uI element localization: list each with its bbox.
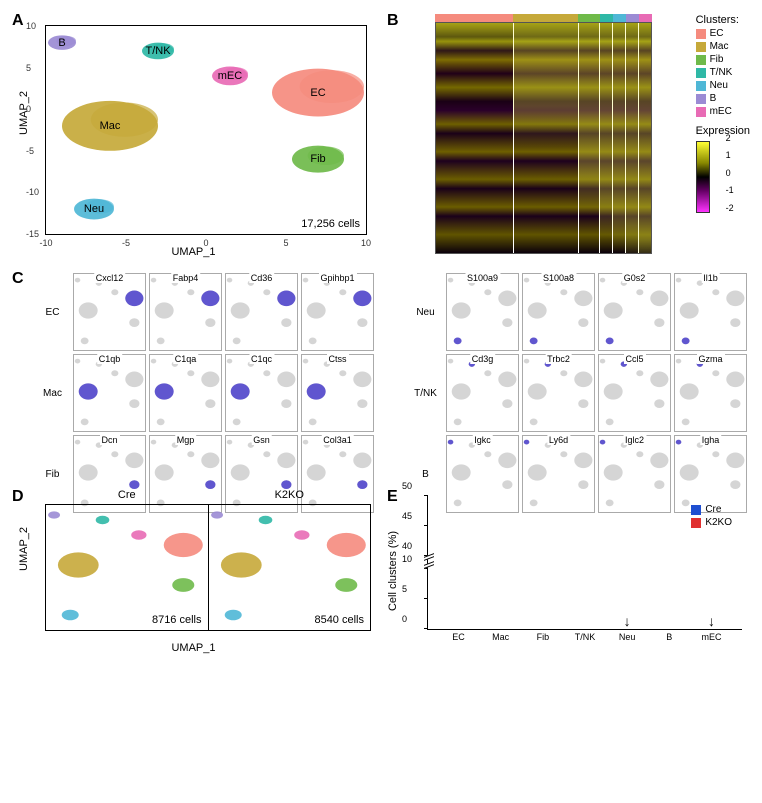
e-category-label: B xyxy=(666,632,672,642)
panel-e-legend: Cre K2KO xyxy=(691,504,732,530)
panel-b-heatmap: Cdh5Cav1KdrC1qaC1qbPf4DcnMgpCol1a2Cd3gTr… xyxy=(435,22,652,254)
legend-item-ec: EC xyxy=(696,28,750,39)
e-legend-item-cre: Cre xyxy=(691,504,732,515)
panel-b: B Cdh5Cav1KdrC1qaC1qbPf4DcnMgpCol1a2Cd3g… xyxy=(385,10,752,260)
panel-d-xlabel: UMAP_1 xyxy=(171,642,215,654)
cluster-label-ec: EC xyxy=(310,87,325,99)
mini-umap: Gpihbp1 xyxy=(301,273,374,351)
e-category-label: Fib xyxy=(537,632,550,642)
e-category-label: T/NK xyxy=(575,632,596,642)
panel-b-legend: Clusters: EC Mac Fib T/NK Neu BmEC Expression… xyxy=(696,14,750,215)
panel-a-xlabel: UMAP_1 xyxy=(171,246,215,258)
panel-d-ylabel: UMAP_2 xyxy=(18,527,30,571)
mini-umap: C1qa xyxy=(149,354,222,432)
legend-item-mac: Mac xyxy=(696,41,750,52)
legend-item-fib: Fib xyxy=(696,54,750,65)
arrow-icon: ↓ xyxy=(624,613,631,629)
panel-d-cellcount: 8540 cells xyxy=(314,614,364,626)
mini-umap: S100a9 xyxy=(446,273,519,351)
panel-d-box: Cre8716 cellsK2KO8540 cells xyxy=(45,504,371,631)
legend-item-b: B xyxy=(696,93,750,104)
cluster-label-t/nk: T/NK xyxy=(145,45,170,57)
panel-d-sub: K2KO8540 cells xyxy=(209,505,371,630)
expression-title: Expression xyxy=(696,125,750,137)
panel-d-label: D xyxy=(12,488,24,506)
legend-item-t/nk: T/NK xyxy=(696,67,750,78)
legend-item-neu: Neu xyxy=(696,80,750,91)
panel-e-ylabel: Cell clusters (%) xyxy=(387,531,399,611)
e-category-label: Neu xyxy=(619,632,636,642)
panel-e: E Cell clusters (%) 0510404550ECMacFibT/… xyxy=(385,486,752,656)
e-category-label: EC xyxy=(452,632,465,642)
mini-umap: Trbc2 xyxy=(522,354,595,432)
cluster-label-fib: Fib xyxy=(310,153,325,165)
mini-umap: Il1b xyxy=(674,273,747,351)
mini-umap: G0s2 xyxy=(598,273,671,351)
mini-umap: Fabp4 xyxy=(149,273,222,351)
arrow-icon: ↓ xyxy=(708,613,715,629)
cluster-label-b: B xyxy=(58,37,65,49)
panel-d-cellcount: 8716 cells xyxy=(152,614,202,626)
e-category-label: mEC xyxy=(701,632,721,642)
panel-a-cellcount: 17,256 cells xyxy=(301,218,360,230)
panel-d-title: Cre xyxy=(118,489,136,501)
panel-c: C ECCxcl12Fabp4Cd36Gpihbp1 NeuS100a9S100a… xyxy=(10,268,752,478)
c-row-label: EC xyxy=(35,273,70,351)
mini-umap: C1qc xyxy=(225,354,298,432)
cluster-label-mac: Mac xyxy=(100,120,121,132)
panel-d-title: K2KO xyxy=(275,489,304,501)
legend-title: Clusters: xyxy=(696,14,750,26)
expression-colorbar xyxy=(696,141,710,213)
panel-e-label: E xyxy=(387,488,398,506)
e-category-label: Mac xyxy=(492,632,509,642)
panel-a-umap: 17,256 cells BT/NKmECECMacFibNeu-10-5051… xyxy=(45,25,367,235)
panel-c-grid: ECCxcl12Fabp4Cd36Gpihbp1NeuS100a9S100a8G… xyxy=(35,273,747,473)
c-row-label: T/NK xyxy=(408,354,443,432)
mini-umap: Cd3g xyxy=(446,354,519,432)
mini-umap: Ccl5 xyxy=(598,354,671,432)
panel-c-label: C xyxy=(12,270,24,288)
mini-umap: Cd36 xyxy=(225,273,298,351)
panel-a-label: A xyxy=(12,12,24,30)
e-legend-item-k2ko: K2KO xyxy=(691,517,732,528)
legend-item-mec: mEC xyxy=(696,106,750,117)
mini-umap: S100a8 xyxy=(522,273,595,351)
c-row-label: Neu xyxy=(408,273,443,351)
mini-umap: Cxcl12 xyxy=(73,273,146,351)
cluster-label-mec: mEC xyxy=(218,70,242,82)
panel-e-chart: 0510404550ECMacFibT/NKNeu↓BmEC↓ CreK2KO xyxy=(427,496,742,630)
panel-d-sub: Cre8716 cells xyxy=(46,505,209,630)
panel-b-annot-bar xyxy=(435,14,652,22)
figure-grid: A UMAP_2 17,256 cells BT/NKmECECMacFibNe… xyxy=(10,10,752,664)
mini-umap: Gzma xyxy=(674,354,747,432)
c-row-label: Mac xyxy=(35,354,70,432)
panel-d: D UMAP_2 Cre8716 cellsK2KO8540 cells UMA… xyxy=(10,486,377,656)
panel-a: A UMAP_2 17,256 cells BT/NKmECECMacFibNe… xyxy=(10,10,377,260)
cluster-label-neu: Neu xyxy=(84,203,104,215)
mini-umap: C1qb xyxy=(73,354,146,432)
mini-umap: Ctss xyxy=(301,354,374,432)
panel-b-label: B xyxy=(387,12,399,30)
